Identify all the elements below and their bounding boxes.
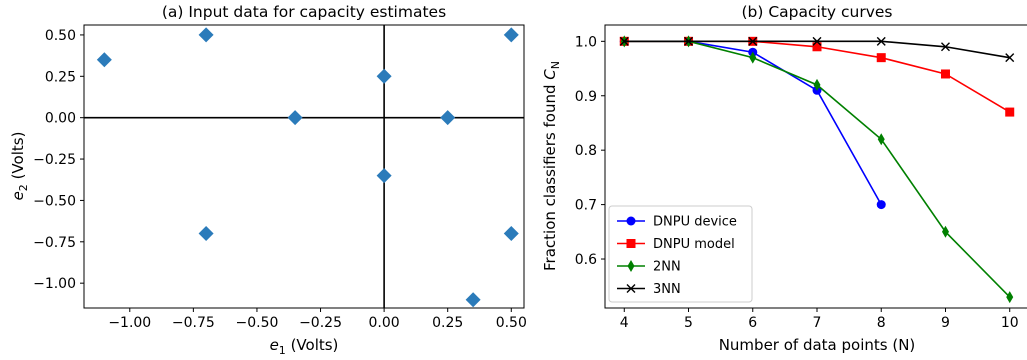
data-point — [876, 36, 886, 46]
scatter-y-axis-label: e2 (Volts) — [9, 132, 30, 201]
scatter-point — [376, 168, 392, 184]
y-tick-label: 0.8 — [575, 143, 597, 159]
data-point — [684, 36, 694, 46]
y-tick-label: 0.7 — [575, 198, 597, 214]
series-line — [624, 40, 882, 205]
data-point — [748, 36, 758, 46]
scatter-plot-frame — [83, 24, 525, 309]
scatter-point — [503, 27, 519, 43]
scatter-point — [198, 226, 214, 242]
x-tick-label: 6 — [748, 315, 757, 331]
legend-label: DNPU device — [653, 215, 737, 230]
data-point — [749, 51, 757, 64]
data-point — [626, 239, 636, 248]
data-point — [876, 53, 886, 63]
capacity-panel: (b) Capacity curves 4 5 6 7 8 9 10 1.0 0.9 0.8 0.7… — [541, 3, 1027, 354]
legend: DNPU device DNPU model 2NN 3NN — [608, 205, 753, 303]
x-tick-label: −0.50 — [235, 315, 278, 331]
data-point — [619, 36, 629, 46]
legend-label: 3NN — [653, 282, 681, 297]
x-tick-label: 0.00 — [369, 315, 400, 331]
data-point — [1005, 107, 1015, 117]
y-tick-label: 0.9 — [575, 89, 597, 105]
x-tick-label: 9 — [941, 315, 950, 331]
legend-box — [608, 205, 753, 303]
scatter-point — [376, 68, 392, 84]
y-tick-label: 0.50 — [45, 28, 76, 44]
scatter-panel: (a) Input data for capacity estimates −1… — [9, 3, 527, 357]
scatter-x-axis-label: e1 (Volts) — [270, 336, 339, 357]
x-tick-label: 7 — [813, 315, 822, 331]
data-point — [812, 42, 822, 52]
y-tick-label: −0.25 — [33, 152, 76, 168]
data-point — [812, 36, 822, 46]
x-tick-label: −0.25 — [299, 315, 342, 331]
x-tick-label: 0.50 — [496, 315, 527, 331]
x-tick-label: −0.75 — [172, 315, 215, 331]
x-tick-label: 5 — [684, 315, 693, 331]
capacity-y-axis-label: Fraction classifiers found CN — [541, 61, 562, 271]
scatter-point — [440, 110, 456, 126]
data-point — [1006, 291, 1014, 304]
y-tick-label: 0.25 — [45, 69, 76, 85]
data-point — [877, 133, 885, 146]
y-tick-label: −1.00 — [33, 276, 76, 292]
x-tick-label: 8 — [877, 315, 886, 331]
scatter-point — [96, 52, 112, 68]
y-tick-label: 0.00 — [45, 111, 76, 127]
legend-label: DNPU model — [653, 237, 735, 252]
capacity-x-axis-label: Number of data points (N) — [719, 336, 916, 354]
y-tick-label: −0.50 — [33, 193, 76, 209]
legend-label: 2NN — [653, 260, 681, 275]
scatter-point — [465, 292, 481, 308]
scatter-point — [503, 226, 519, 242]
scatter-title: (a) Input data for capacity estimates — [162, 3, 446, 21]
x-tick-label: 0.25 — [432, 315, 463, 331]
data-point — [813, 78, 821, 91]
data-point — [940, 42, 950, 52]
y-tick-label: 1.0 — [575, 34, 597, 50]
data-point — [940, 69, 950, 79]
scatter-point — [198, 27, 214, 43]
scatter-point — [287, 110, 303, 126]
data-point — [1005, 53, 1015, 63]
series-line — [624, 40, 1011, 113]
x-tick-label: 10 — [1001, 315, 1019, 331]
capacity-title: (b) Capacity curves — [741, 3, 892, 21]
y-tick-label: 0.6 — [575, 252, 597, 268]
x-tick-label: 4 — [620, 315, 629, 331]
data-point — [626, 216, 636, 226]
y-tick-label: −0.75 — [33, 235, 76, 251]
data-point — [876, 200, 886, 210]
data-point — [626, 284, 636, 293]
data-point — [627, 260, 635, 272]
x-tick-label: −1.00 — [108, 315, 151, 331]
data-point — [941, 225, 949, 238]
